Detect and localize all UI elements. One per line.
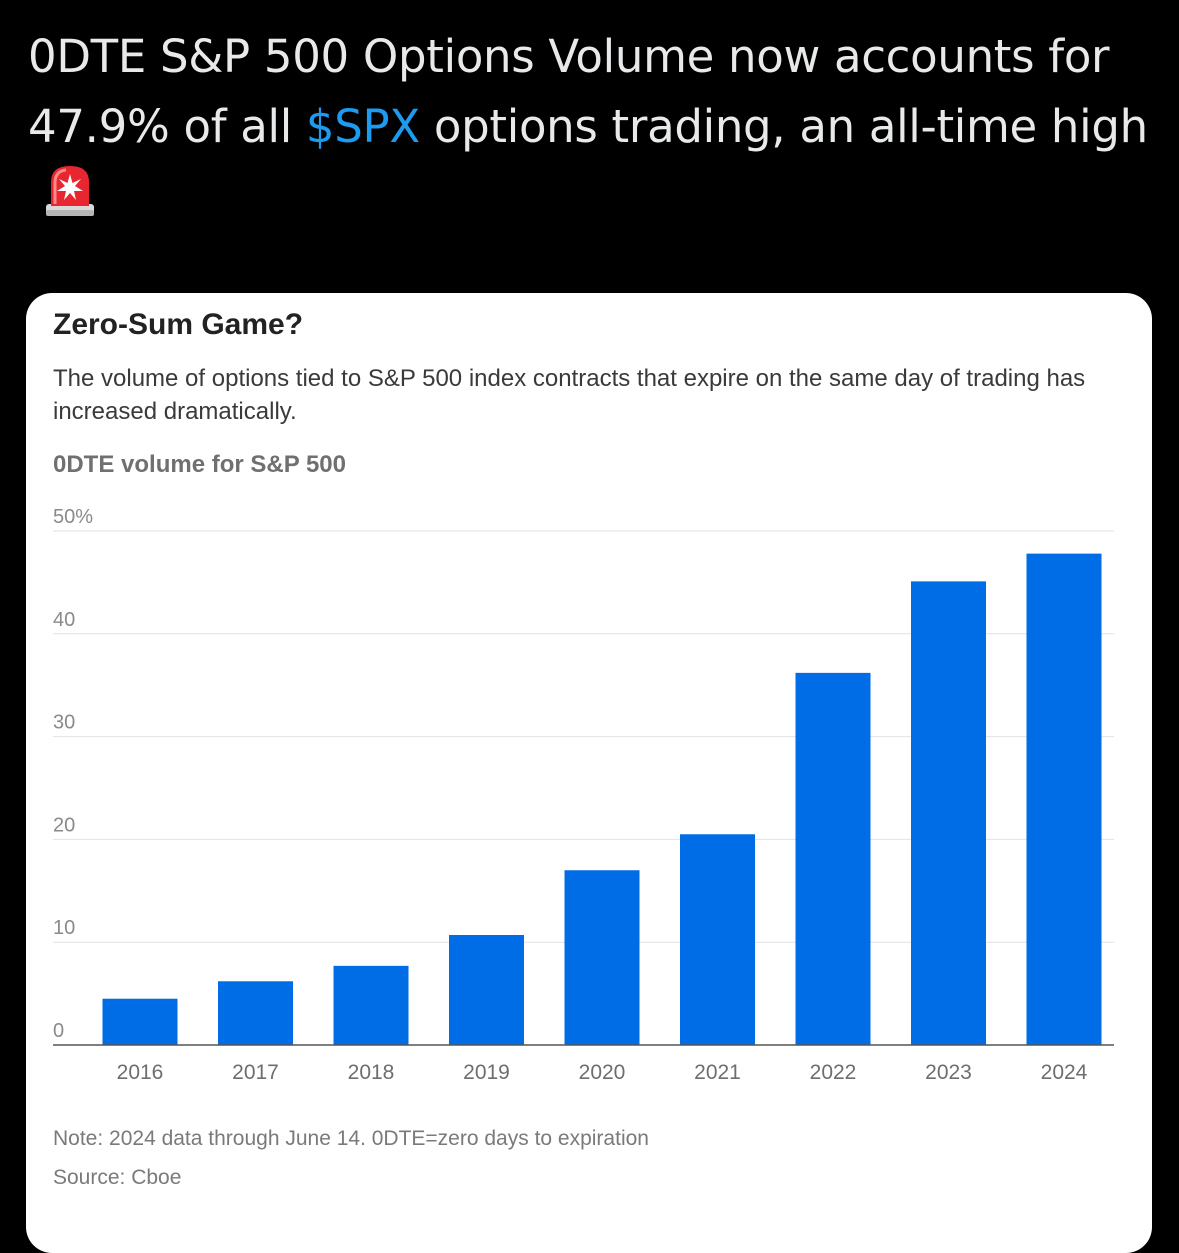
bar-2019 bbox=[449, 935, 524, 1045]
chart-subtitle: The volume of options tied to S&P 500 in… bbox=[53, 365, 1086, 425]
rotating-light-siren-icon bbox=[44, 164, 96, 218]
x-tick-label: 2023 bbox=[925, 1061, 972, 1084]
x-tick-label: 2016 bbox=[117, 1061, 164, 1084]
x-tick-label: 2017 bbox=[232, 1061, 279, 1084]
x-tick-label: 2024 bbox=[1041, 1061, 1088, 1084]
tweet-text-after: options trading, an all-time high bbox=[419, 100, 1148, 153]
x-tick-label: 2018 bbox=[348, 1061, 395, 1084]
bar-2018 bbox=[333, 965, 409, 1045]
bar-2024 bbox=[1026, 553, 1102, 1045]
chart-note: Note: 2024 data through June 14. 0DTE=ze… bbox=[53, 1127, 649, 1150]
chart-card[interactable]: Zero-Sum Game? The volume of options tie… bbox=[26, 293, 1152, 1253]
y-tick-label: 30 bbox=[53, 712, 75, 734]
bar-2023 bbox=[911, 581, 986, 1045]
y-tick-label: 20 bbox=[53, 814, 75, 836]
x-tick-label: 2019 bbox=[463, 1061, 510, 1084]
y-tick-label: 10 bbox=[53, 917, 75, 939]
spx-cashtag-link[interactable]: $SPX bbox=[305, 100, 420, 153]
x-tick-label: 2020 bbox=[579, 1061, 626, 1084]
bar-chart: 0 10 20 30 40 50% 2016 2017 2018 2019 2020 2021 2022… bbox=[53, 506, 1114, 1084]
chart-source: Source: Cboe bbox=[53, 1166, 182, 1189]
bar-2017 bbox=[218, 981, 293, 1045]
x-tick-label: 2022 bbox=[810, 1061, 857, 1084]
y-tick-label: 50% bbox=[53, 506, 93, 528]
tweet-text: 0DTE S&P 500 Options Volume now accounts… bbox=[28, 22, 1158, 232]
bar-2016 bbox=[102, 998, 178, 1045]
bar-2021 bbox=[680, 834, 755, 1045]
bar-2020 bbox=[564, 870, 640, 1045]
chart-title: Zero-Sum Game? bbox=[53, 308, 304, 341]
y-tick-label: 0 bbox=[53, 1020, 64, 1042]
tweet-text-before: 0DTE S&P 500 Options Volume now accounts… bbox=[28, 30, 1110, 153]
y-tick-label: 40 bbox=[53, 609, 75, 631]
bar-2022 bbox=[795, 672, 871, 1045]
x-tick-label: 2021 bbox=[694, 1061, 741, 1084]
chart-y-label: 0DTE volume for S&P 500 bbox=[53, 451, 346, 478]
